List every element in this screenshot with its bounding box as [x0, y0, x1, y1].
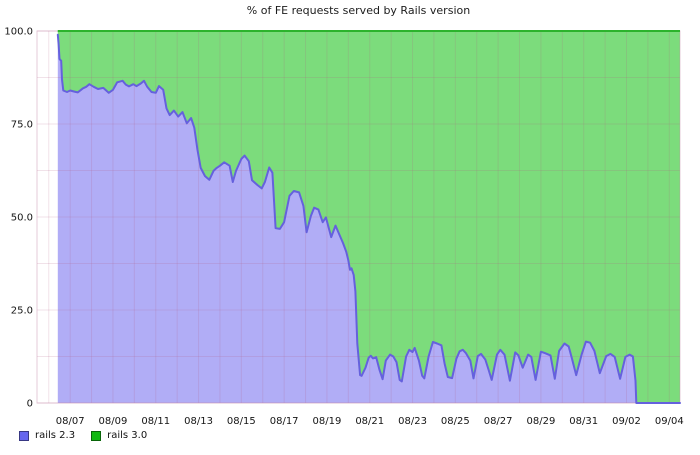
line-rails-2-3	[56, 33, 681, 404]
x-tick-label: 08/17	[270, 416, 299, 427]
x-tick-label: 08/31	[569, 416, 598, 427]
y-tick-label: 50.0	[11, 213, 33, 224]
x-tick-label: 08/21	[355, 416, 384, 427]
y-tick-label: 0	[27, 399, 33, 410]
y-tick-label: 100.0	[4, 27, 33, 38]
x-tick-label: 09/04	[655, 416, 684, 427]
y-tick-label: 25.0	[11, 306, 33, 317]
legend-swatch-rails-3-0	[91, 430, 102, 441]
x-tick-label: 08/23	[398, 416, 427, 427]
x-tick-label: 08/07	[56, 416, 85, 427]
x-tick-label: 08/29	[527, 416, 556, 427]
area-rails-3-0	[57, 31, 681, 403]
x-tick-label: 08/13	[184, 416, 213, 427]
x-tick-label: 08/27	[484, 416, 513, 427]
x-tick-label: 08/19	[313, 416, 342, 427]
legend-label-rails-2-3: rails 2.3	[35, 430, 76, 441]
x-tick-label: 09/02	[612, 416, 641, 427]
y-tick-label: 75.0	[11, 120, 33, 131]
legend: rails 2.3 rails 3.0	[19, 430, 163, 441]
legend-label-rails-3-0: rails 3.0	[107, 430, 148, 441]
area-rails-2-3	[57, 34, 681, 403]
x-tick-label: 08/15	[227, 416, 256, 427]
x-tick-label: 08/09	[99, 416, 128, 427]
legend-swatch-rails-2-3	[19, 430, 29, 441]
chart-title: % of FE requests served by Rails version	[246, 4, 471, 17]
x-tick-label: 08/25	[441, 416, 470, 427]
x-tick-label: 08/11	[141, 416, 170, 427]
